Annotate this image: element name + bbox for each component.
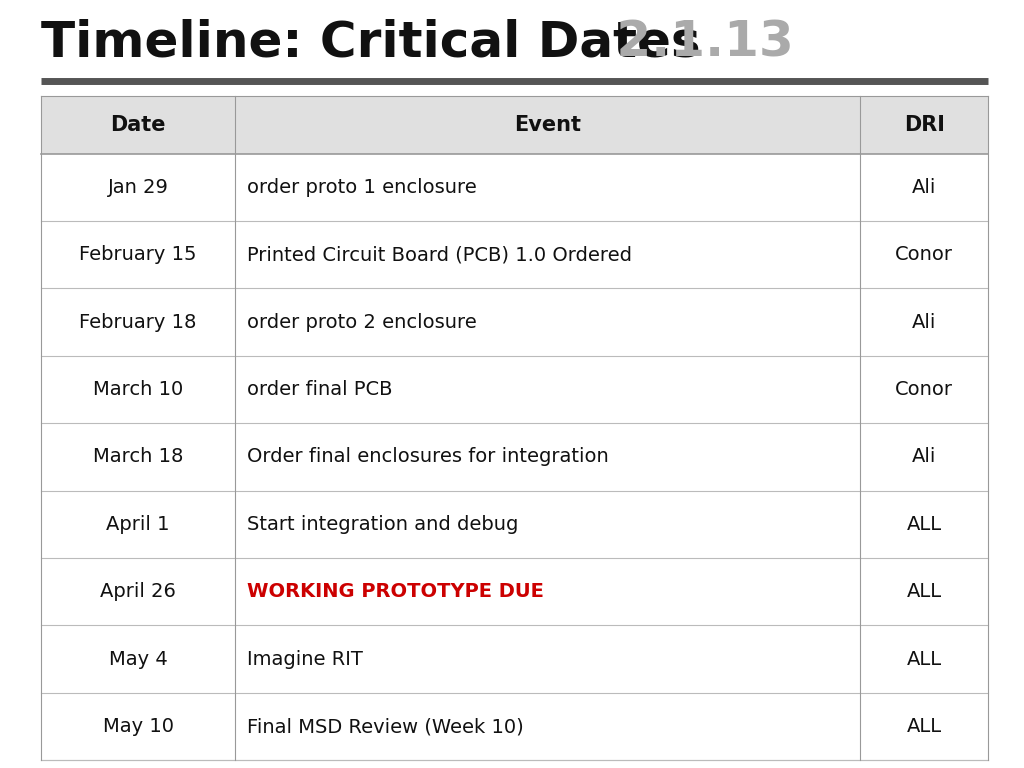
Text: Timeline: Critical Dates: Timeline: Critical Dates bbox=[41, 18, 700, 66]
Text: 2.1.13: 2.1.13 bbox=[599, 18, 794, 66]
Text: May 10: May 10 bbox=[102, 717, 173, 736]
Text: ALL: ALL bbox=[906, 582, 942, 601]
Text: Final MSD Review (Week 10): Final MSD Review (Week 10) bbox=[248, 717, 524, 736]
Text: April 1: April 1 bbox=[106, 515, 170, 534]
Text: Imagine RIT: Imagine RIT bbox=[248, 650, 364, 669]
Text: March 18: March 18 bbox=[93, 448, 183, 466]
Text: Printed Circuit Board (PCB) 1.0 Ordered: Printed Circuit Board (PCB) 1.0 Ordered bbox=[248, 245, 633, 264]
Text: ALL: ALL bbox=[906, 650, 942, 669]
Text: Order final enclosures for integration: Order final enclosures for integration bbox=[248, 448, 609, 466]
Text: February 15: February 15 bbox=[79, 245, 197, 264]
Text: Date: Date bbox=[111, 114, 166, 135]
Text: order proto 1 enclosure: order proto 1 enclosure bbox=[248, 178, 477, 197]
Text: WORKING PROTOTYPE DUE: WORKING PROTOTYPE DUE bbox=[248, 582, 545, 601]
Text: February 18: February 18 bbox=[80, 313, 197, 332]
Text: Conor: Conor bbox=[895, 245, 953, 264]
Text: Ali: Ali bbox=[912, 313, 936, 332]
Text: ALL: ALL bbox=[906, 717, 942, 736]
Text: Event: Event bbox=[514, 114, 582, 135]
Text: order proto 2 enclosure: order proto 2 enclosure bbox=[248, 313, 477, 332]
Text: DRI: DRI bbox=[904, 114, 945, 135]
Text: Conor: Conor bbox=[895, 380, 953, 399]
Text: April 26: April 26 bbox=[100, 582, 176, 601]
Text: March 10: March 10 bbox=[93, 380, 183, 399]
Text: Ali: Ali bbox=[912, 448, 936, 466]
Bar bbox=[41, 96, 988, 154]
Text: order final PCB: order final PCB bbox=[248, 380, 393, 399]
Text: May 4: May 4 bbox=[109, 650, 167, 669]
Text: ALL: ALL bbox=[906, 515, 942, 534]
Text: Jan 29: Jan 29 bbox=[108, 178, 169, 197]
Text: Start integration and debug: Start integration and debug bbox=[248, 515, 519, 534]
Text: Ali: Ali bbox=[912, 178, 936, 197]
